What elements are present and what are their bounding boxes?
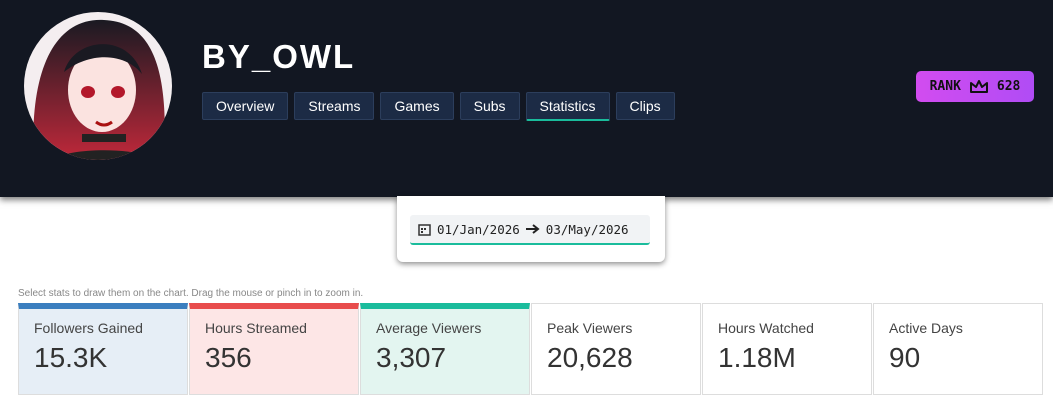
calendar-icon — [418, 223, 431, 236]
hint-text: Select stats to draw them on the chart. … — [18, 288, 364, 299]
avatar[interactable] — [24, 12, 172, 160]
stat-label: Peak Viewers — [547, 320, 633, 336]
stat-value: 3,307 — [376, 342, 447, 373]
stat-value: 356 — [205, 342, 252, 373]
stat-label: Active Days — [889, 320, 963, 336]
nav-tab[interactable]: Streams — [294, 92, 375, 120]
stat-value: 20,628 — [547, 342, 633, 373]
rank-badge: RANK 628 — [916, 71, 1034, 102]
stat-value: 1.18M — [718, 342, 796, 373]
arrow-icon — [525, 224, 540, 234]
stat-value: 15.3K — [34, 342, 108, 373]
nav-tab[interactable]: Overview — [202, 92, 289, 120]
stat-card[interactable]: Hours Watched 1.18M — [702, 303, 872, 395]
header: BY_OWL Overview Streams Games Subs Statistic… — [0, 0, 1053, 197]
crown-icon — [969, 79, 988, 93]
nav-tab[interactable]: Clips — [615, 92, 675, 120]
stats-row: Followers Gained 15.3K Hours Streamed 356 Av… — [18, 303, 1044, 395]
stat-card[interactable]: Average Viewers 3,307 — [360, 303, 530, 395]
stat-label: Followers Gained — [34, 320, 143, 336]
stat-label: Average Viewers — [376, 320, 482, 336]
channel-name: BY_OWL — [202, 38, 356, 75]
tabs: Overview Streams Games Subs Statistics Clips — [202, 92, 675, 121]
nav-tab[interactable]: Statistics — [525, 92, 610, 121]
stat-value: 90 — [889, 342, 921, 373]
date-end: 03/May/2026 — [545, 221, 629, 237]
stat-label: Hours Watched — [718, 320, 814, 336]
rank-value: 628 — [996, 79, 1021, 94]
stat-card[interactable]: Peak Viewers 20,628 — [531, 303, 701, 395]
nav-tab[interactable]: Subs — [459, 92, 520, 120]
stat-card[interactable]: Hours Streamed 356 — [189, 303, 359, 395]
stat-label: Hours Streamed — [205, 320, 307, 336]
date-card: 01/Jan/2026 03/May/2026 — [397, 196, 665, 262]
date-start: 01/Jan/2026 — [437, 221, 520, 237]
stat-card[interactable]: Active Days 90 — [873, 303, 1043, 395]
stat-card[interactable]: Followers Gained 15.3K — [18, 303, 188, 395]
date-range-picker[interactable]: 01/Jan/2026 03/May/2026 — [410, 215, 650, 245]
nav-tab[interactable]: Games — [380, 92, 454, 120]
rank-label: RANK — [929, 79, 961, 94]
